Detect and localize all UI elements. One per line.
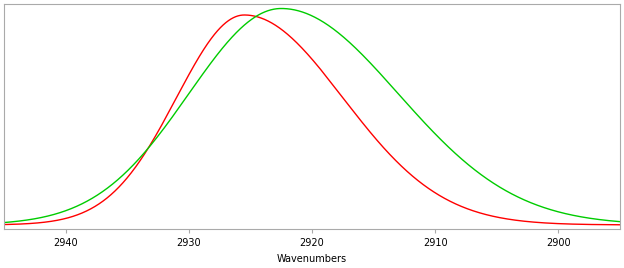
X-axis label: Wavenumbers: Wavenumbers [277, 254, 347, 264]
